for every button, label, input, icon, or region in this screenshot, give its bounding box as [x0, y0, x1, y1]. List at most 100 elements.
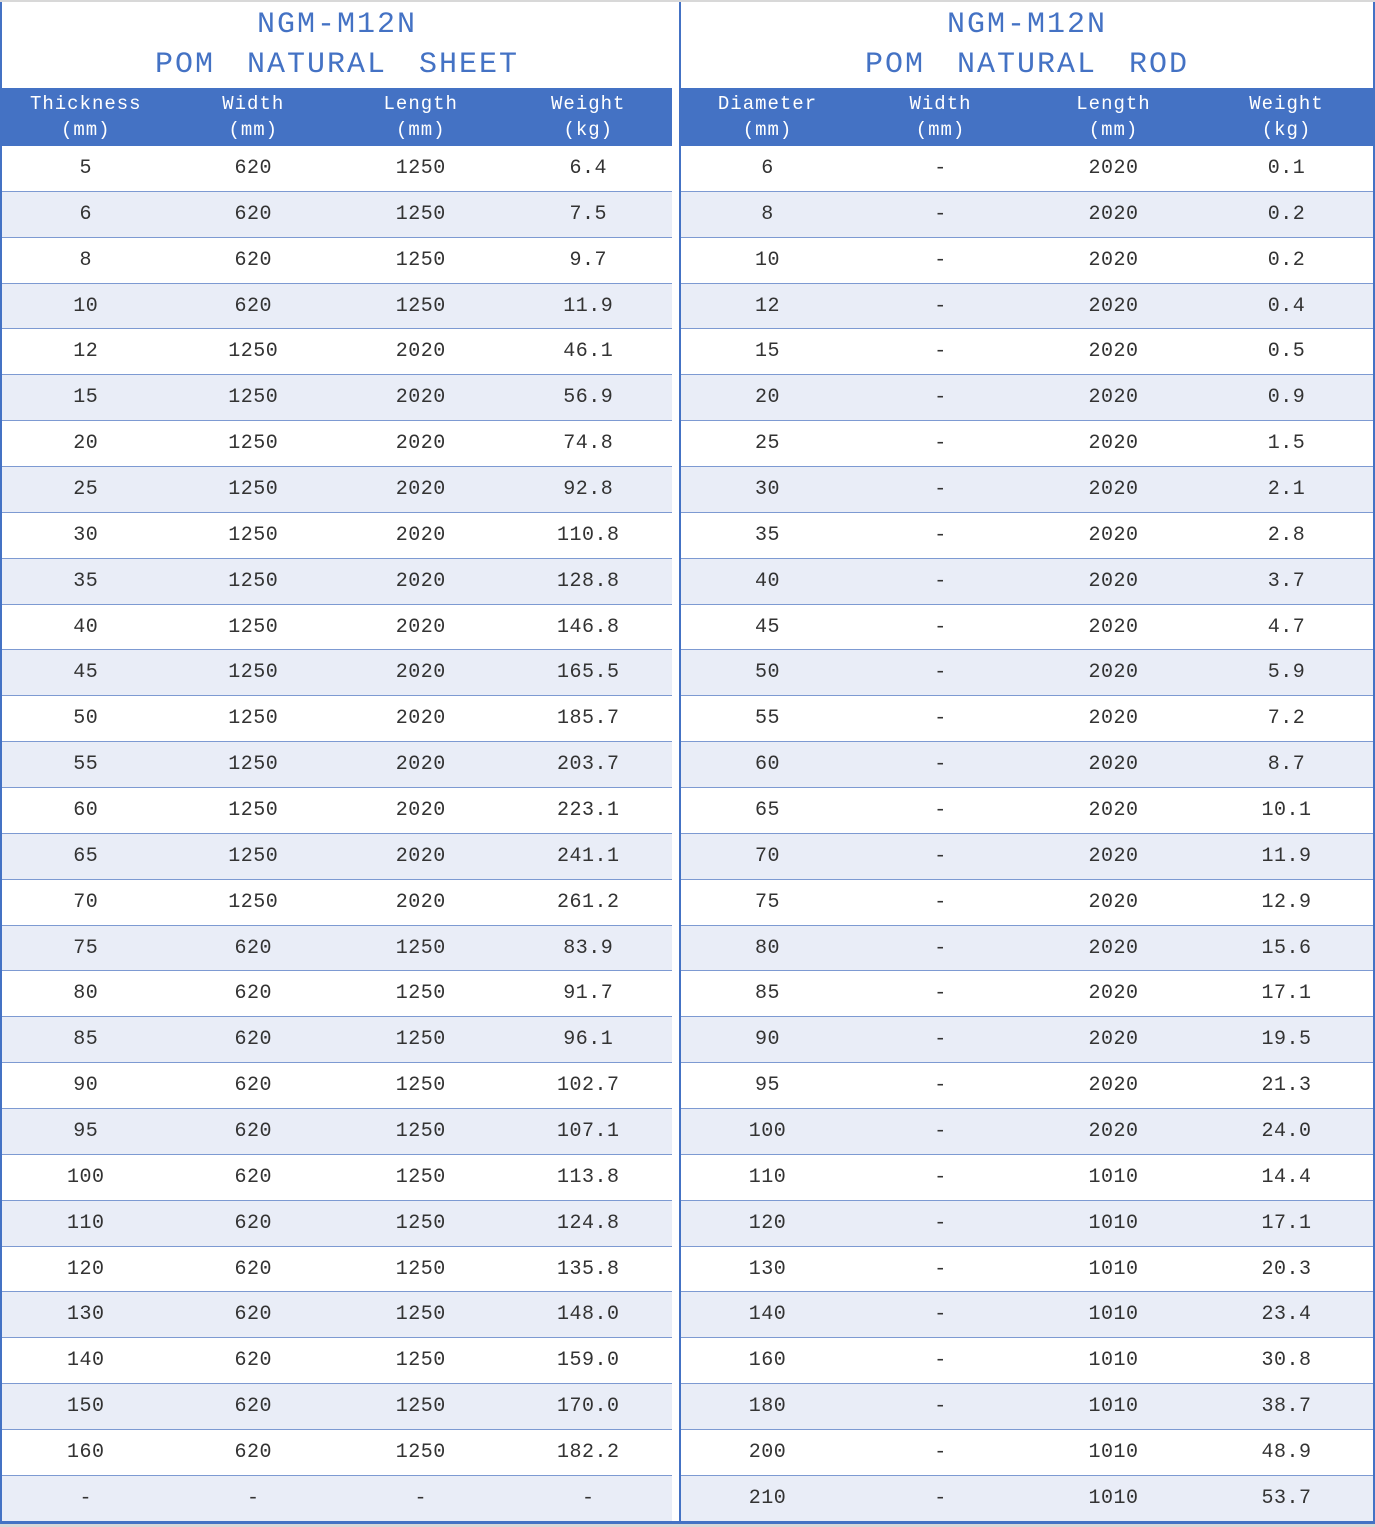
- table-cell: 2020: [1088, 477, 1139, 501]
- table-cell: 40: [73, 615, 99, 639]
- pom-rod-table: NGM-M12N POM NATURAL ROD Diameter (mm) Wid…: [681, 2, 1373, 1521]
- table-cell: 130: [748, 1257, 787, 1281]
- table-cell: 95: [754, 1074, 780, 1098]
- table-cell: 30: [73, 523, 99, 547]
- column-header: Width (mm): [909, 93, 972, 141]
- rod-rows: 6 - 2020 0.1 8 - 2020 0.2 10 - 2020 0.2 12 - 2020 0.4 15…: [681, 146, 1373, 1521]
- table-cell: 0.2: [1267, 248, 1306, 272]
- table-cell: 2020: [1088, 890, 1139, 914]
- table-row: 12 1250 2020 46.1: [2, 328, 672, 375]
- table-cell: 12: [73, 340, 99, 364]
- table-cell: 40: [754, 569, 780, 593]
- table-cell: -: [934, 1028, 947, 1052]
- column-header: Weight (kg): [1249, 93, 1324, 141]
- table-row: 40 - 2020 3.7: [681, 557, 1373, 604]
- table-cell: -: [934, 936, 947, 960]
- table-cell: 620: [234, 156, 272, 180]
- table-row: 25 1250 2020 92.8: [2, 466, 672, 512]
- table-cell: 2020: [395, 477, 446, 501]
- table-cell: 2020: [395, 707, 446, 731]
- rod-title-grade: NGM-M12N: [946, 8, 1108, 42]
- table-cell: -: [934, 1349, 947, 1373]
- table-cell: 1.5: [1267, 432, 1306, 456]
- table-cell: 1010: [1088, 1349, 1139, 1373]
- table-cell: 130: [66, 1303, 105, 1327]
- table-cell: -: [246, 1486, 260, 1510]
- table-row: 180 - 1010 38.7: [681, 1383, 1373, 1430]
- table-cell: 38.7: [1261, 1395, 1312, 1419]
- table-cell: -: [934, 156, 947, 180]
- table-row: 15 1250 2020 56.9: [2, 374, 672, 421]
- table-cell: 30: [754, 477, 780, 501]
- table-row: 5 620 1250 6.4: [2, 146, 672, 191]
- column-header: Weight (kg): [551, 93, 626, 141]
- table-cell: 2020: [395, 432, 446, 456]
- table-row: 20 - 2020 0.9: [681, 374, 1373, 421]
- bottom-edge: [0, 1524, 1375, 1527]
- table-cell: 0.9: [1267, 386, 1306, 410]
- table-cell: 30.8: [1261, 1349, 1312, 1373]
- table-cell: 95: [73, 1119, 99, 1143]
- table-cell: -: [934, 798, 947, 822]
- table-cell: 1250: [395, 1028, 446, 1052]
- table-row: 75 - 2020 12.9: [681, 878, 1373, 925]
- table-cell: 50: [73, 707, 99, 731]
- table-cell: 100: [66, 1165, 105, 1189]
- table-cell: 1250: [228, 386, 279, 410]
- center-divider: [679, 2, 681, 1521]
- table-cell: 180: [748, 1395, 787, 1419]
- table-cell: 100: [748, 1119, 787, 1143]
- table-cell: 60: [73, 798, 99, 822]
- table-cell: 107.1: [556, 1119, 620, 1143]
- table-cell: 146.8: [556, 615, 620, 639]
- rod-title-product: POM NATURAL ROD: [864, 48, 1190, 82]
- table-row: 75 620 1250 83.9: [2, 924, 672, 971]
- table-cell: -: [934, 1395, 947, 1419]
- table-cell: 120: [748, 1211, 787, 1235]
- table-cell: 74.8: [563, 432, 614, 456]
- table-cell: 1250: [395, 1440, 446, 1464]
- table-cell: 50: [754, 661, 780, 685]
- table-cell: -: [934, 1486, 947, 1510]
- table-cell: 9.7: [569, 248, 607, 272]
- table-cell: 620: [234, 1349, 272, 1373]
- table-cell: 620: [234, 1028, 272, 1052]
- table-row: 10 620 1250 11.9: [2, 282, 672, 329]
- table-cell: 110: [748, 1165, 787, 1189]
- table-cell: 2020: [1088, 569, 1139, 593]
- table-cell: 20.3: [1261, 1257, 1312, 1281]
- table-row: 70 1250 2020 261.2: [2, 878, 672, 925]
- table-cell: -: [934, 982, 947, 1006]
- table-cell: 11.9: [1261, 844, 1312, 868]
- table-row: 140 - 1010 23.4: [681, 1291, 1373, 1338]
- table-row: 55 - 2020 7.2: [681, 695, 1373, 742]
- table-cell: 203.7: [556, 753, 620, 777]
- table-row: 50 - 2020 5.9: [681, 649, 1373, 696]
- table-cell: 150: [66, 1395, 105, 1419]
- table-cell: 70: [73, 890, 99, 914]
- table-row: 90 620 1250 102.7: [2, 1062, 672, 1109]
- table-cell: 55: [754, 707, 780, 731]
- table-cell: 2020: [1088, 248, 1139, 272]
- table-cell: 620: [234, 1119, 272, 1143]
- table-row: 100 620 1250 113.8: [2, 1153, 672, 1200]
- sheet-rows: 5 620 1250 6.4 6 620 1250 7.5 8 620 1250 9.7 10 620 12…: [2, 146, 672, 1521]
- table-cell: 65: [73, 844, 99, 868]
- table-cell: 140: [748, 1303, 787, 1327]
- table-row: 85 620 1250 96.1: [2, 1016, 672, 1063]
- table-cell: 20: [73, 432, 99, 456]
- table-cell: 8.7: [1267, 753, 1306, 777]
- table-cell: 75: [73, 936, 99, 960]
- table-cell: 2020: [1088, 432, 1139, 456]
- table-row: 60 1250 2020 223.1: [2, 787, 672, 833]
- table-cell: 48.9: [1261, 1440, 1312, 1464]
- table-cell: 170.0: [556, 1395, 620, 1419]
- table-cell: 160: [66, 1440, 105, 1464]
- table-cell: 2020: [1088, 615, 1139, 639]
- center-gap: [672, 2, 679, 1521]
- table-cell: 2020: [1088, 753, 1139, 777]
- table-cell: 12.9: [1261, 890, 1312, 914]
- table-cell: 200: [748, 1440, 787, 1464]
- table-cell: 2020: [1088, 844, 1139, 868]
- table-row: 20 1250 2020 74.8: [2, 420, 672, 467]
